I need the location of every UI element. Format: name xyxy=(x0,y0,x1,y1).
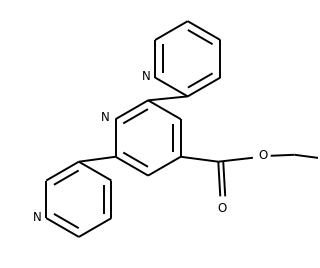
Text: N: N xyxy=(33,211,42,224)
Text: N: N xyxy=(142,70,151,83)
Text: N: N xyxy=(101,111,110,124)
Text: O: O xyxy=(258,149,268,162)
Text: O: O xyxy=(218,202,227,215)
